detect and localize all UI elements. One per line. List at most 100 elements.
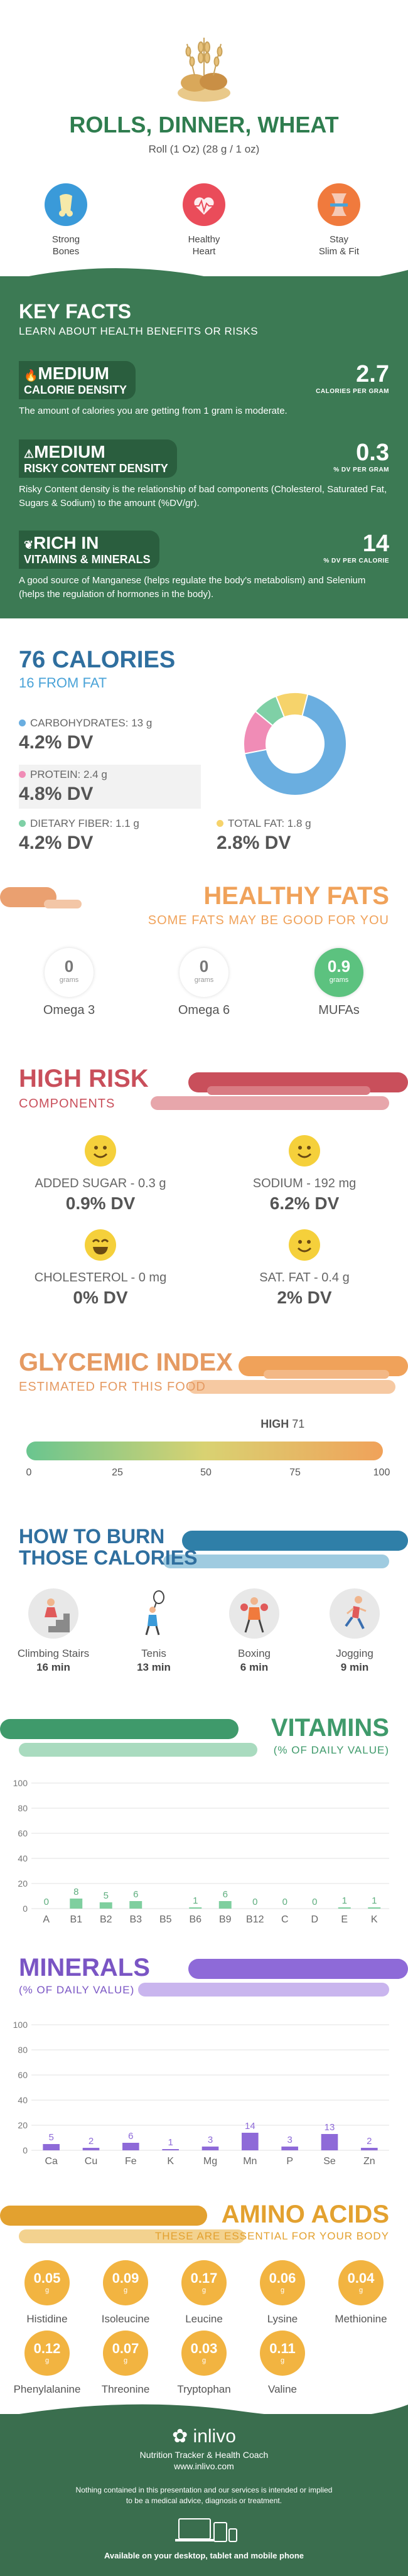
y-tick-label: 40: [18, 1853, 28, 1863]
x-tick-label: A: [43, 1914, 50, 1925]
bar: [218, 1901, 232, 1909]
fat-unit: grams: [194, 976, 214, 984]
heart-icon: [183, 183, 225, 226]
key-fact-description: A good source of Manganese (helps regula…: [19, 575, 366, 600]
bar-value-label: 6: [133, 1889, 138, 1900]
smiley-icon: [85, 1135, 116, 1167]
activity-boxing: Boxing 6 min: [207, 1588, 301, 1674]
disclaimer-line: to be a medical advice, diagnosis or tre…: [126, 2496, 282, 2505]
decor-bar: [19, 2229, 245, 2243]
activity-name: Climbing Stairs: [17, 1647, 90, 1659]
minerals-subtitle: (% OF DAILY VALUE): [19, 1984, 135, 1996]
burn-title-line1: HOW TO BURN: [19, 1525, 165, 1548]
nutrient-dv: 4.2% DV: [19, 732, 94, 753]
amino-value: 0.06: [269, 2270, 296, 2286]
x-tick-label: B5: [159, 1914, 172, 1925]
calories-title: 76 CALORIES: [19, 647, 176, 673]
bar-value-label: 13: [325, 2122, 335, 2133]
y-tick-label: 20: [18, 2120, 28, 2130]
fat-value: 0.9: [327, 957, 351, 976]
minerals-title: MINERALS: [19, 1954, 150, 1981]
benefit-strong-bones: Strong Bones: [25, 183, 107, 257]
bar: [70, 1899, 83, 1909]
key-fact-name: CALORIE DENSITY: [24, 384, 127, 396]
amino-leucine: 0.17 g Leucine: [163, 2260, 245, 2325]
amino-name: Lysine: [267, 2313, 298, 2325]
nutrient-label: TOTAL FAT: 1.8 g: [228, 817, 311, 829]
activity-name: Jogging: [336, 1647, 373, 1659]
donut-slice: [275, 692, 309, 718]
key-fact-level: MEDIUM: [34, 442, 105, 461]
activity-time: 13 min: [137, 1661, 171, 1673]
bone-icon: [45, 183, 87, 226]
fat-name: Omega 6: [178, 1003, 230, 1017]
amino-name: Phenylalanine: [13, 2383, 81, 2395]
fat-unit: grams: [59, 976, 79, 984]
bar-value-label: 2: [89, 2136, 94, 2147]
benefit-label: Heart: [192, 246, 216, 257]
y-tick-label: 20: [18, 1878, 28, 1889]
amino-isoleucine: 0.09 g Isoleucine: [85, 2260, 166, 2325]
key-fact-value: 14% DV PER CALORIE: [323, 531, 389, 564]
nutrient-dietary-fiber: DIETARY FIBER: 1.1 g 4.2% DV: [19, 817, 139, 854]
x-tick-label: B1: [70, 1914, 82, 1925]
legend-dot: [19, 771, 26, 778]
amino-histidine: 0.05 g Histidine: [6, 2260, 88, 2325]
wheat-rolls-icon: [178, 38, 230, 102]
calorie-donut-chart: [243, 692, 347, 796]
x-tick-label: Mg: [203, 2156, 217, 2167]
key-fact-calorie-density: 🔥MEDIUM CALORIE DENSITY The amount of cal…: [19, 361, 389, 418]
amino-name: Threonine: [101, 2383, 150, 2395]
fat-name: MUFAs: [318, 1003, 360, 1017]
nutrient-dv: 4.2% DV: [19, 833, 94, 853]
footer-url[interactable]: www.inlivo.com: [174, 2461, 234, 2471]
amino-value: 0.17: [190, 2270, 218, 2286]
bar-value-label: 3: [208, 2135, 213, 2145]
high-risk-subtitle: COMPONENTS: [19, 1097, 115, 1111]
key-fact-number: 2.7: [356, 361, 389, 387]
x-tick-label: K: [371, 1914, 378, 1925]
bar: [162, 2149, 179, 2150]
nutrient-total-fat: TOTAL FAT: 1.8 g 2.8% DV: [217, 817, 311, 854]
decor-bar: [0, 1719, 239, 1739]
bar: [242, 2133, 259, 2150]
amino-name: Leucine: [185, 2313, 223, 2325]
bar-value-label: 1: [342, 1895, 347, 1906]
glycemic-title: GLYCEMIC INDEX: [19, 1349, 233, 1376]
bar: [201, 2147, 219, 2150]
key-facts-title: KEY FACTS: [19, 300, 131, 323]
amino-threonine: 0.07 g Threonine: [85, 2331, 166, 2396]
amino-unit: g: [280, 2287, 285, 2294]
decor-bar: [0, 2206, 207, 2226]
risk-cholesterol: CHOLESTEROL - 0 mg 0% DV: [6, 1229, 195, 1308]
bar-value-label: 5: [104, 1890, 109, 1901]
nutrient-protein: PROTEIN: 2.4 g 4.8% DV: [19, 765, 201, 809]
risk-dv: 0.9% DV: [65, 1194, 136, 1213]
x-tick-label: Zn: [363, 2156, 375, 2167]
y-tick-label: 80: [18, 2045, 28, 2055]
bar-value-label: 14: [245, 2121, 255, 2131]
key-fact-number: 0.3: [356, 439, 389, 466]
amino-value: 0.07: [112, 2341, 139, 2356]
burn-title: HOW TO BURN THOSE CALORIES: [19, 1526, 197, 1568]
amino-value: 0.05: [33, 2270, 61, 2286]
risk-dv: 0% DV: [73, 1288, 128, 1307]
x-tick-label: B6: [189, 1914, 201, 1925]
amino-value: 0.11: [269, 2341, 296, 2356]
bar: [368, 1907, 381, 1909]
footer-brand[interactable]: ✿ inlivo: [0, 2425, 408, 2447]
bar: [43, 2144, 60, 2150]
amino-value: 0.12: [33, 2341, 61, 2356]
activity-time: 6 min: [240, 1661, 269, 1673]
vitamins-subtitle: (% OF DAILY VALUE): [273, 1744, 389, 1756]
benefit-label: Bones: [52, 246, 80, 257]
smiley-icon: [289, 1229, 320, 1261]
leaf-logo-icon: ✿: [172, 2426, 188, 2447]
amino-valine: 0.11 g Valine: [242, 2331, 323, 2396]
key-fact-description: Risky Content density is the relationshi…: [19, 484, 387, 509]
x-tick-label: P: [286, 2156, 293, 2167]
burn-title-line2: THOSE CALORIES: [19, 1546, 198, 1569]
glycemic-tick: 50: [200, 1467, 212, 1478]
x-tick-label: B12: [246, 1914, 264, 1925]
